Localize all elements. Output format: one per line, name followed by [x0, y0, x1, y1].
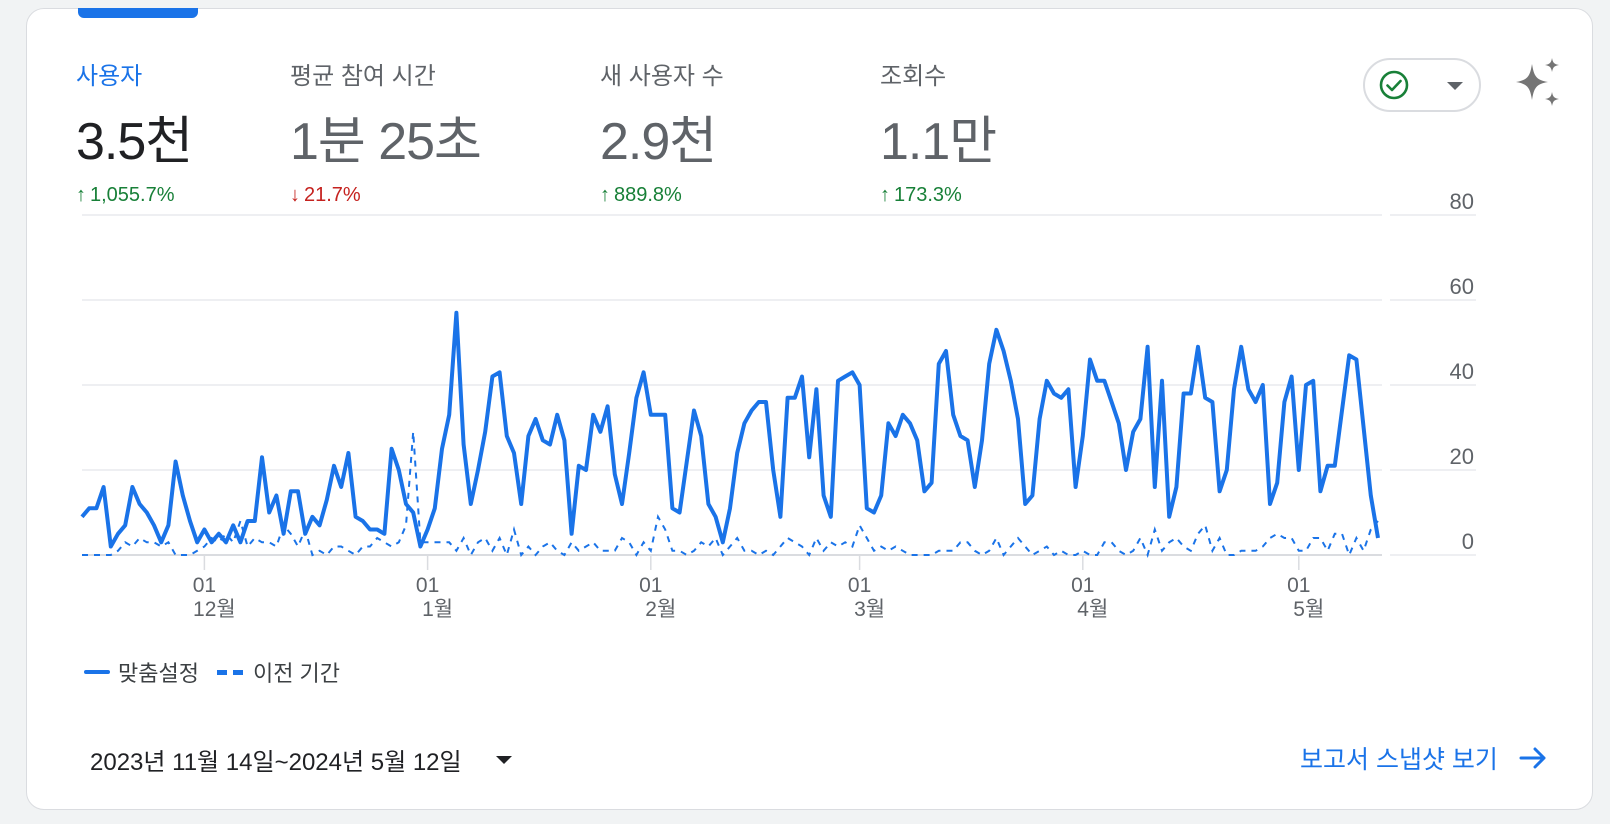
metric-new-users[interactable]: 새 사용자 수 2.9천 ↑ 889.8%	[600, 56, 724, 207]
chart-legend: 맞춤설정 이전 기간	[84, 656, 340, 688]
metric-label: 사용자	[76, 63, 143, 90]
caret-down-icon	[495, 755, 512, 764]
active-tab-indicator	[78, 8, 198, 18]
svg-text:01: 01	[416, 574, 439, 597]
metric-views[interactable]: 조회수 1.1만 ↑ 173.3%	[880, 56, 997, 207]
metric-label: 평균 참여 시간	[290, 63, 436, 90]
arrow-up-icon: ↑	[600, 184, 610, 206]
users-overview-card	[26, 8, 1593, 810]
metric-delta: ↑ 889.8%	[600, 184, 682, 206]
legend-previous: 이전 기간	[252, 661, 341, 686]
svg-text:80: 80	[1450, 189, 1474, 214]
metric-value: 1.1만	[880, 113, 997, 171]
svg-text:0: 0	[1462, 529, 1474, 554]
y-axis-ticks: 0 20 40 60 80	[1450, 189, 1474, 554]
metric-label: 조회수	[880, 63, 947, 90]
date-range-selector[interactable]: 2023년 11월 14일~2024년 5월 12일	[90, 742, 512, 777]
metric-value: 2.9천	[600, 113, 717, 171]
arrow-up-icon: ↑	[880, 184, 890, 206]
dashed-line-swatch	[216, 669, 243, 675]
snapshot-link-text: 보고서 스냅샷 보기	[1300, 746, 1498, 774]
svg-text:12월: 12월	[193, 598, 236, 621]
svg-text:4월: 4월	[1077, 598, 1108, 621]
svg-text:01: 01	[1071, 574, 1094, 597]
legend-current: 맞춤설정	[118, 661, 199, 686]
arrow-down-icon: ↓	[290, 184, 300, 206]
svg-text:5월: 5월	[1293, 598, 1324, 621]
metric-delta: ↑ 173.3%	[880, 184, 962, 206]
arrow-right-icon	[1519, 747, 1546, 769]
date-range-text: 2023년 11월 14일~2024년 5월 12일	[90, 749, 462, 776]
svg-text:40: 40	[1450, 359, 1474, 384]
metric-users[interactable]: 사용자 3.5천 ↑ 1,055.7%	[76, 56, 193, 207]
arrow-up-icon: ↑	[76, 184, 86, 206]
metric-value: 3.5천	[76, 113, 193, 171]
svg-text:60: 60	[1450, 274, 1474, 299]
metric-avg-engagement-time[interactable]: 평균 참여 시간 1분 25초 ↓ 21.7%	[290, 56, 482, 207]
metric-label: 새 사용자 수	[600, 63, 724, 90]
view-report-snapshot-link[interactable]: 보고서 스냅샷 보기	[1300, 740, 1548, 776]
caret-down-icon	[1447, 82, 1463, 90]
svg-text:3월: 3월	[854, 598, 885, 621]
solid-line-swatch	[84, 670, 110, 674]
svg-text:2월: 2월	[645, 598, 676, 621]
svg-text:01: 01	[848, 574, 871, 597]
svg-text:1월: 1월	[422, 598, 453, 621]
current-period-series	[80, 310, 1380, 549]
svg-text:01: 01	[639, 574, 662, 597]
svg-text:01: 01	[193, 574, 216, 597]
sparkle-icon[interactable]	[1514, 58, 1562, 108]
metric-delta: ↓ 21.7%	[290, 184, 361, 206]
data-quality-status-button[interactable]	[1363, 58, 1481, 112]
metric-delta: ↑ 1,055.7%	[76, 184, 175, 206]
check-circle-icon	[1379, 70, 1409, 100]
metric-value: 1분 25초	[290, 113, 482, 171]
svg-text:01: 01	[1287, 574, 1310, 597]
previous-period-series	[82, 431, 1379, 559]
svg-text:20: 20	[1450, 444, 1474, 469]
